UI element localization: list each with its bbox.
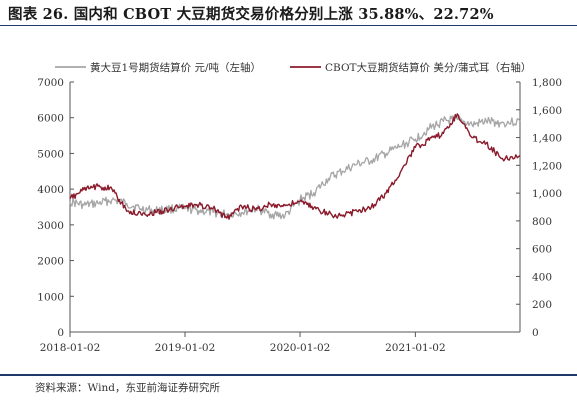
chart-legend: 黄大豆1号期货结算价 元/吨（左轴） CBOT大豆期货结算价 美分/蒲式耳（右轴）: [55, 61, 531, 74]
y-right-tick-label: 1,800: [532, 77, 562, 89]
y-left-tick-label: 2000: [37, 256, 64, 268]
x-tick-label: 2019-01-02: [155, 342, 216, 354]
legend-item-dce-label: 黄大豆1号期货结算价 元/吨（左轴）: [90, 61, 261, 74]
line-chart: 0 1000 2000 3000 4000 5000 6000 7000 0 200 400 600 8…: [37, 61, 562, 354]
y-left-tick-label: 6000: [37, 113, 64, 125]
x-tick-label: 2020-01-02: [270, 342, 331, 354]
y-left-tick-label: 5000: [37, 148, 64, 160]
x-tick-label: 2018-01-02: [40, 342, 101, 354]
y-right-tick-label: 0: [532, 327, 539, 339]
y-left-tick-label: 4000: [37, 184, 64, 196]
y-right-tick-label: 1,600: [532, 105, 562, 117]
chart-axes: 0 1000 2000 3000 4000 5000 6000 7000 0 200 400 600 8…: [37, 77, 562, 354]
x-tick-label: 2021-01-02: [385, 342, 446, 354]
y-left-tick-label: 1000: [37, 291, 64, 303]
y-right-tick-label: 1,400: [532, 133, 562, 145]
series-line-dce-soybean: [69, 115, 521, 220]
y-right-tick-label: 400: [532, 271, 552, 283]
chart-series: [69, 113, 521, 220]
figure-title: 图表 26. 国内和 CBOT 大豆期货交易价格分别上涨 35.88%、22.7…: [8, 6, 494, 23]
y-left-tick-label: 3000: [37, 220, 64, 232]
y-left-tick-label: 7000: [37, 77, 64, 89]
legend-item-cbot-label: CBOT大豆期货结算价 美分/蒲式耳（右轴）: [325, 61, 531, 74]
y-right-tick-label: 600: [532, 244, 552, 256]
y-right-tick-label: 1,200: [532, 160, 562, 172]
y-right-tick-label: 200: [532, 299, 552, 311]
series-line-cbot-soybean: [69, 113, 521, 220]
y-right-tick-label: 1,000: [532, 188, 562, 200]
source-note: 资料来源：Wind，东亚前海证券研究所: [35, 382, 220, 394]
title-rule: [0, 25, 577, 26]
y-right-tick-label: 800: [532, 216, 552, 228]
footer-rule: [0, 374, 577, 376]
y-left-tick-label: 0: [57, 327, 64, 339]
